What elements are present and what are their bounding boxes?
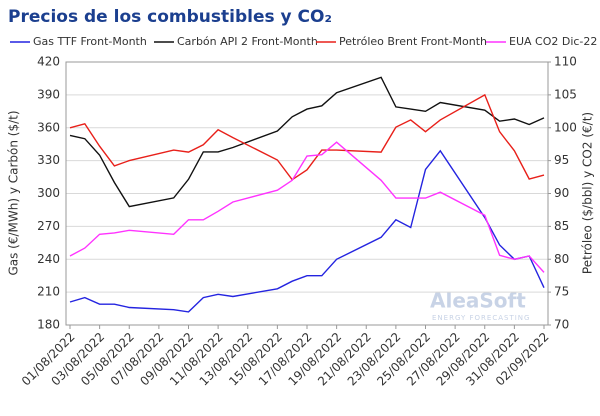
- y2-tick-label: 85: [554, 219, 569, 233]
- legend-label: Gas TTF Front-Month: [33, 35, 147, 48]
- y-axis-label: Gas (€/MWh) y Carbón ($/t): [7, 110, 21, 275]
- series-line: [69, 141, 545, 273]
- legend-label: Petróleo Brent Front-Month: [339, 35, 487, 48]
- y2-tick-label: 80: [554, 252, 569, 266]
- series-line: [69, 93, 545, 181]
- y-tick-label: 360: [37, 120, 60, 134]
- y2-tick-label: 105: [554, 87, 577, 101]
- legend-label: Carbón API 2 Front-Month: [177, 35, 318, 48]
- series-line: [69, 149, 545, 313]
- y2-tick-label: 70: [554, 318, 569, 332]
- y-tick-label: 300: [37, 186, 60, 200]
- y2-tick-label: 95: [554, 153, 569, 167]
- y-tick-label: 390: [37, 87, 60, 101]
- chart-title: Precios de los combustibles y CO₂: [8, 7, 332, 27]
- y2-tick-label: 110: [554, 55, 577, 69]
- y-tick-label: 180: [37, 318, 60, 332]
- y-tick-label: 240: [37, 252, 60, 266]
- series-line: [69, 76, 545, 208]
- y-tick-label: 420: [37, 55, 60, 69]
- watermark-sub: ENERGY FORECASTING: [432, 314, 530, 322]
- y2-tick-label: 75: [554, 285, 569, 299]
- legend-label: EUA CO2 Dic-22: [509, 35, 597, 48]
- y-tick-label: 330: [37, 153, 60, 167]
- y-tick-label: 210: [37, 285, 60, 299]
- y2-tick-label: 90: [554, 186, 569, 200]
- y2-tick-label: 100: [554, 120, 577, 134]
- y2-axis-label: Petróleo ($/bbl) y CO2 (€/t): [581, 112, 595, 274]
- y-tick-label: 270: [37, 219, 60, 233]
